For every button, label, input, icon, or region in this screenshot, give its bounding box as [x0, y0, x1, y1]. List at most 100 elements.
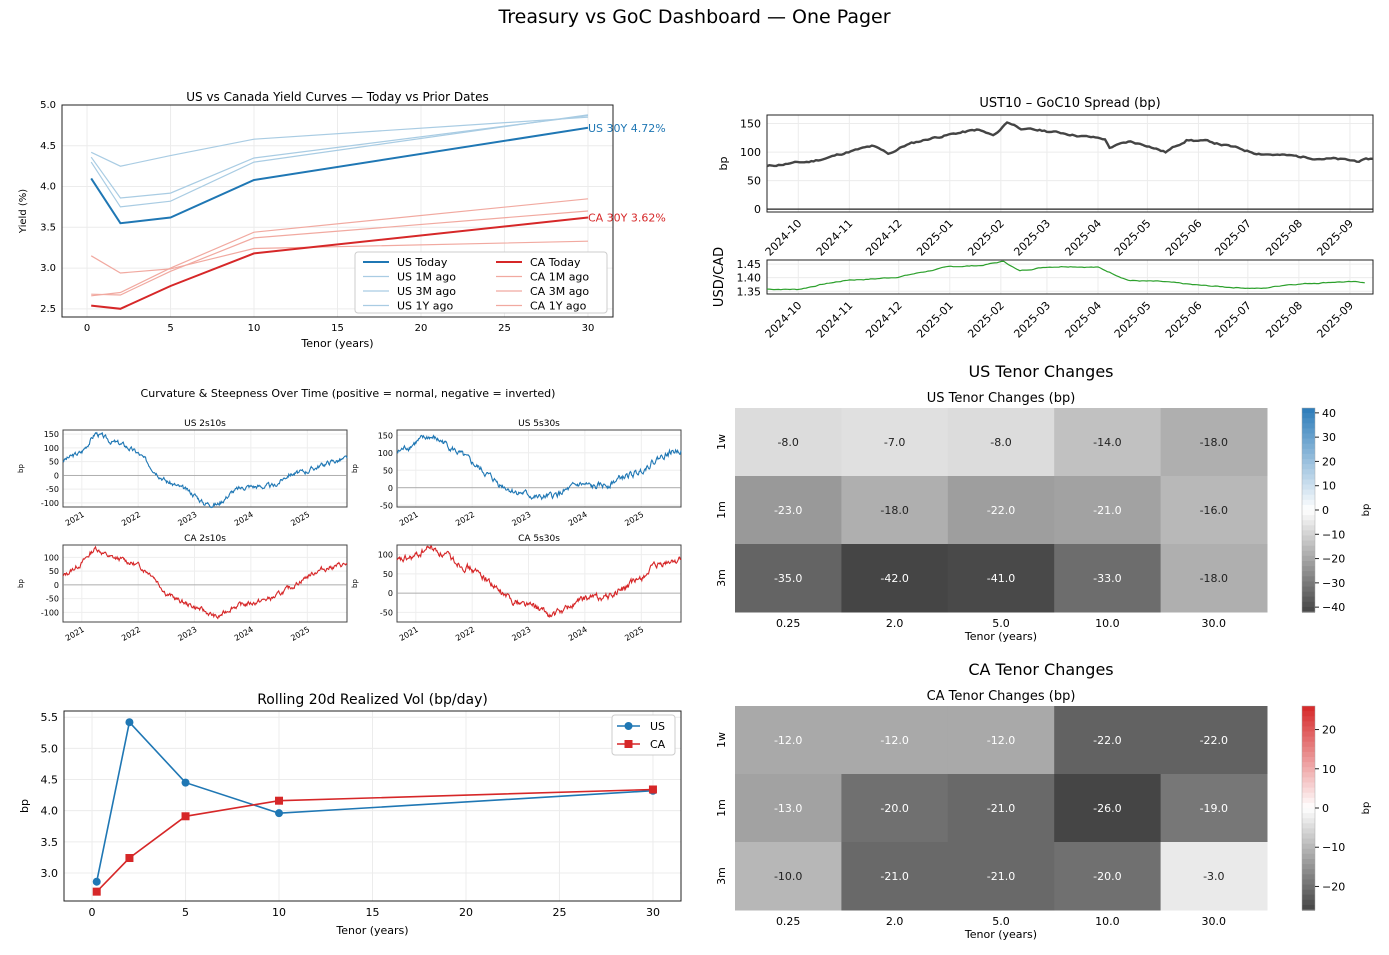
x-tick-label: 0 [84, 323, 90, 334]
y-axis-label: bp [17, 464, 25, 473]
legend-label: US 3M ago [397, 285, 456, 298]
y-axis-label: bp [351, 579, 359, 588]
x-axis-label: Tenor (years) [300, 337, 373, 350]
x-tick-label: 20 [459, 906, 473, 919]
y-tick-label: 50 [383, 466, 393, 475]
colorbar-segment [1302, 777, 1315, 784]
chart-title: Curvature & Steepness Over Time (positiv… [141, 387, 556, 400]
x-tick-label: 2024 [233, 625, 255, 643]
plot-frame [396, 544, 682, 623]
series-line [90, 114, 589, 208]
data-point [92, 887, 101, 896]
col-label: 10.0 [1095, 915, 1120, 928]
colorbar-segment [1302, 464, 1315, 470]
heatmap-cell [735, 842, 842, 911]
series-line [95, 720, 654, 882]
series-line [62, 431, 348, 509]
data-point [275, 796, 284, 805]
data-point [275, 809, 284, 818]
x-tick-label: 0 [89, 906, 96, 919]
cell-value: -22.0 [1093, 734, 1121, 747]
colorbar-segment [1302, 448, 1315, 455]
cell-value: -21.0 [987, 870, 1015, 883]
cell-value: -12.0 [987, 734, 1015, 747]
cell-value: -22.0 [987, 504, 1015, 517]
y-tick-label: 5.0 [40, 100, 56, 111]
col-label: 5.0 [992, 915, 1010, 928]
cell-value: -7.0 [884, 436, 905, 449]
colorbar-tick-label: 0 [1322, 802, 1329, 815]
series-line [96, 788, 654, 893]
colorbar-segment [1302, 808, 1315, 814]
plot-frame [766, 114, 1374, 213]
colorbar-segment [1302, 884, 1315, 891]
subplot-title: US 2s10s [184, 419, 226, 429]
x-tick-label: 2023 [176, 510, 198, 528]
colorbar-segment [1302, 469, 1315, 475]
y-tick-label: 50 [49, 567, 59, 576]
colorbar-segment [1302, 520, 1315, 526]
colorbar-segment [1302, 721, 1315, 727]
colorbar-segment [1302, 802, 1315, 809]
cell-value: -22.0 [1200, 734, 1228, 747]
colorbar-segment [1302, 438, 1315, 445]
cell-value: -35.0 [774, 572, 802, 585]
x-tick-label: 2022 [454, 510, 476, 528]
colorbar-segment [1302, 879, 1315, 886]
heatmap-cell [841, 476, 949, 545]
y-tick-label: 100 [44, 444, 59, 453]
x-tick-label: 30 [646, 906, 660, 919]
x-tick-label: 2024-11 [814, 299, 856, 341]
x-axis-label: Tenor (years) [335, 924, 408, 937]
colorbar-segment [1302, 545, 1315, 552]
y-tick-label: 100 [740, 146, 761, 159]
colorbar-segment [1302, 423, 1315, 429]
colorbar-tick-label: 30 [1322, 431, 1336, 444]
y-tick-label: 1.35 [737, 285, 762, 298]
y-tick-label: 150 [44, 430, 59, 439]
series-line [90, 116, 589, 167]
x-tick-label: 5 [182, 906, 189, 919]
x-tick-label: 2023 [176, 625, 198, 643]
heatmap-cell [1160, 476, 1268, 545]
y-tick-label: 50 [383, 570, 393, 579]
x-tick-label: 10 [272, 906, 286, 919]
colorbar-segment [1302, 550, 1315, 557]
x-tick-label: 2025 [289, 510, 311, 528]
x-tick-label: 2025 [289, 625, 311, 643]
data-point [92, 877, 101, 886]
x-tick-label: 2022 [120, 625, 142, 643]
heatmap-cell [1160, 544, 1268, 613]
colorbar-segment [1302, 757, 1315, 763]
series-line [90, 115, 589, 199]
y-tick-label: -50 [46, 595, 59, 604]
x-tick-label: 25 [498, 323, 511, 334]
cell-value: -42.0 [880, 572, 908, 585]
colorbar-segment [1302, 413, 1315, 419]
curve-annotation: US 30Y 4.72% [588, 122, 666, 135]
y-tick-label: 1.40 [737, 272, 762, 285]
data-point [181, 778, 190, 787]
x-tick-label: 20 [415, 323, 428, 334]
data-point [125, 718, 134, 727]
heatmap-cell [1054, 408, 1162, 477]
x-tick-label: 2025-09 [1314, 299, 1356, 341]
colorbar-segment [1302, 899, 1315, 906]
legend-label: CA [650, 738, 666, 751]
subplot-title: CA 5s30s [518, 534, 560, 544]
data-point [648, 785, 657, 794]
cell-value: -10.0 [774, 870, 802, 883]
chart-title: US vs Canada Yield Curves — Today vs Pri… [186, 90, 489, 104]
vol-chart: Rolling 20d Realized Vol (bp/day) 0 5 10 15 2… [18, 692, 682, 937]
heatmap-cell [1160, 706, 1268, 775]
y-tick-label: 3.5 [40, 222, 56, 233]
cell-value: -21.0 [1093, 504, 1121, 517]
colorbar-segment [1302, 530, 1315, 537]
x-tick-label: 2025 [623, 625, 645, 643]
colorbar-label: bp [1361, 504, 1372, 517]
x-tick-label: 2025-07 [1212, 299, 1254, 341]
cell-value: -8.0 [777, 436, 798, 449]
col-label: 30.0 [1202, 915, 1227, 928]
y-tick-label: 4.5 [41, 774, 59, 787]
y-tick-label: 4.0 [41, 805, 59, 818]
